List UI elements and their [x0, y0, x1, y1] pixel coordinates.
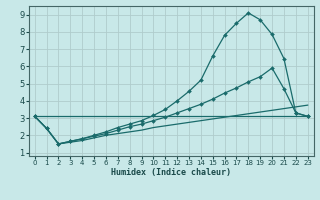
X-axis label: Humidex (Indice chaleur): Humidex (Indice chaleur): [111, 168, 231, 177]
